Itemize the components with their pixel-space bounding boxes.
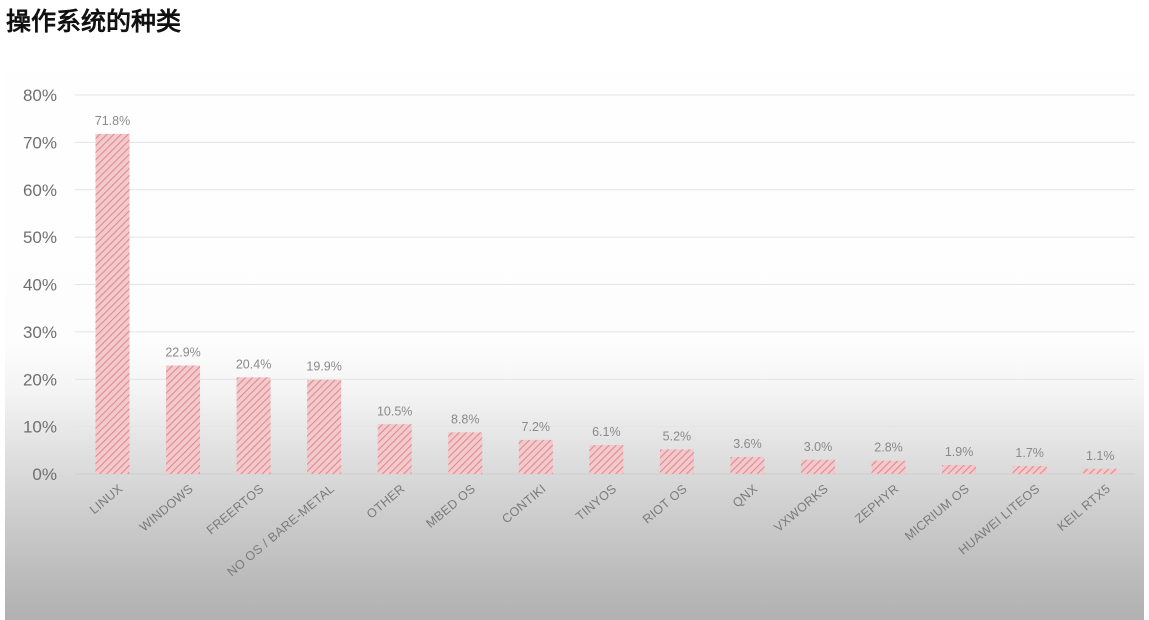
x-tick-label: VXWORKS (771, 482, 831, 535)
bar (377, 424, 412, 474)
bar (448, 432, 483, 474)
y-tick-label: 40% (23, 276, 57, 295)
data-label: 71.8% (95, 114, 130, 128)
bar (801, 459, 835, 474)
bar (1012, 465, 1047, 474)
page-title: 操作系统的种类 (6, 7, 182, 36)
x-tick-label: LINUX (87, 481, 126, 517)
bar (1083, 468, 1118, 474)
bar (95, 133, 130, 474)
data-labels: 71.8% 22.9% 20.4% 19.9% 10.5% 8.8% 7.2% 6.1% 5.2… (95, 114, 1115, 463)
data-label: 20.4% (236, 357, 271, 371)
bar (589, 445, 624, 474)
x-tick-label: FREERTOS (204, 482, 267, 538)
y-tick-label: 0% (32, 465, 57, 484)
y-tick-label: 70% (23, 133, 57, 152)
x-tick-label: TINYOS (573, 482, 619, 524)
bar (942, 464, 977, 474)
bar (659, 449, 694, 474)
data-label: 10.5% (377, 404, 412, 418)
y-axis-ticks: 0% 10% 20% 30% 40% 50% 60% 70% 80% (23, 86, 57, 484)
x-tick-label: MBED OS (423, 482, 478, 531)
data-label: 1.9% (945, 445, 974, 459)
data-label: 5.2% (663, 429, 692, 443)
data-label: 7.2% (522, 420, 551, 434)
y-tick-label: 50% (23, 228, 57, 247)
x-tick-label: CONTIKI (499, 482, 548, 527)
chart-panel (5, 3, 1144, 620)
bar (236, 377, 271, 474)
data-label: 1.7% (1015, 446, 1044, 460)
bar (307, 379, 342, 474)
x-tick-label: ZEPHYR (852, 482, 901, 526)
y-tick-label: 20% (23, 370, 57, 389)
data-label: 22.9% (165, 346, 200, 360)
bar (730, 456, 765, 474)
x-tick-label: QNX (730, 481, 761, 510)
data-label: 6.1% (592, 425, 621, 439)
data-label: 3.0% (804, 440, 833, 454)
y-tick-label: 10% (23, 418, 57, 437)
y-tick-label: 30% (23, 323, 57, 342)
x-tick-label: MICRIUM OS (902, 482, 972, 544)
y-tick-label: 60% (23, 181, 57, 200)
bar (518, 439, 553, 474)
bar (166, 365, 201, 474)
x-tick-label: WINDOWS (137, 482, 196, 535)
gridlines (75, 94, 1135, 475)
x-tick-label: RIOT OS (640, 482, 690, 527)
data-label: 3.6% (733, 437, 762, 451)
data-label: 19.9% (306, 360, 341, 374)
data-label: 2.8% (874, 441, 903, 455)
data-label: 1.1% (1086, 449, 1115, 463)
y-tick-label: 80% (23, 86, 57, 105)
bars (95, 133, 1118, 474)
x-tick-label: OTHER (364, 482, 408, 522)
x-tick-label: KEIL RTX5 (1055, 482, 1113, 534)
data-label: 8.8% (451, 412, 480, 426)
bar (871, 460, 906, 474)
